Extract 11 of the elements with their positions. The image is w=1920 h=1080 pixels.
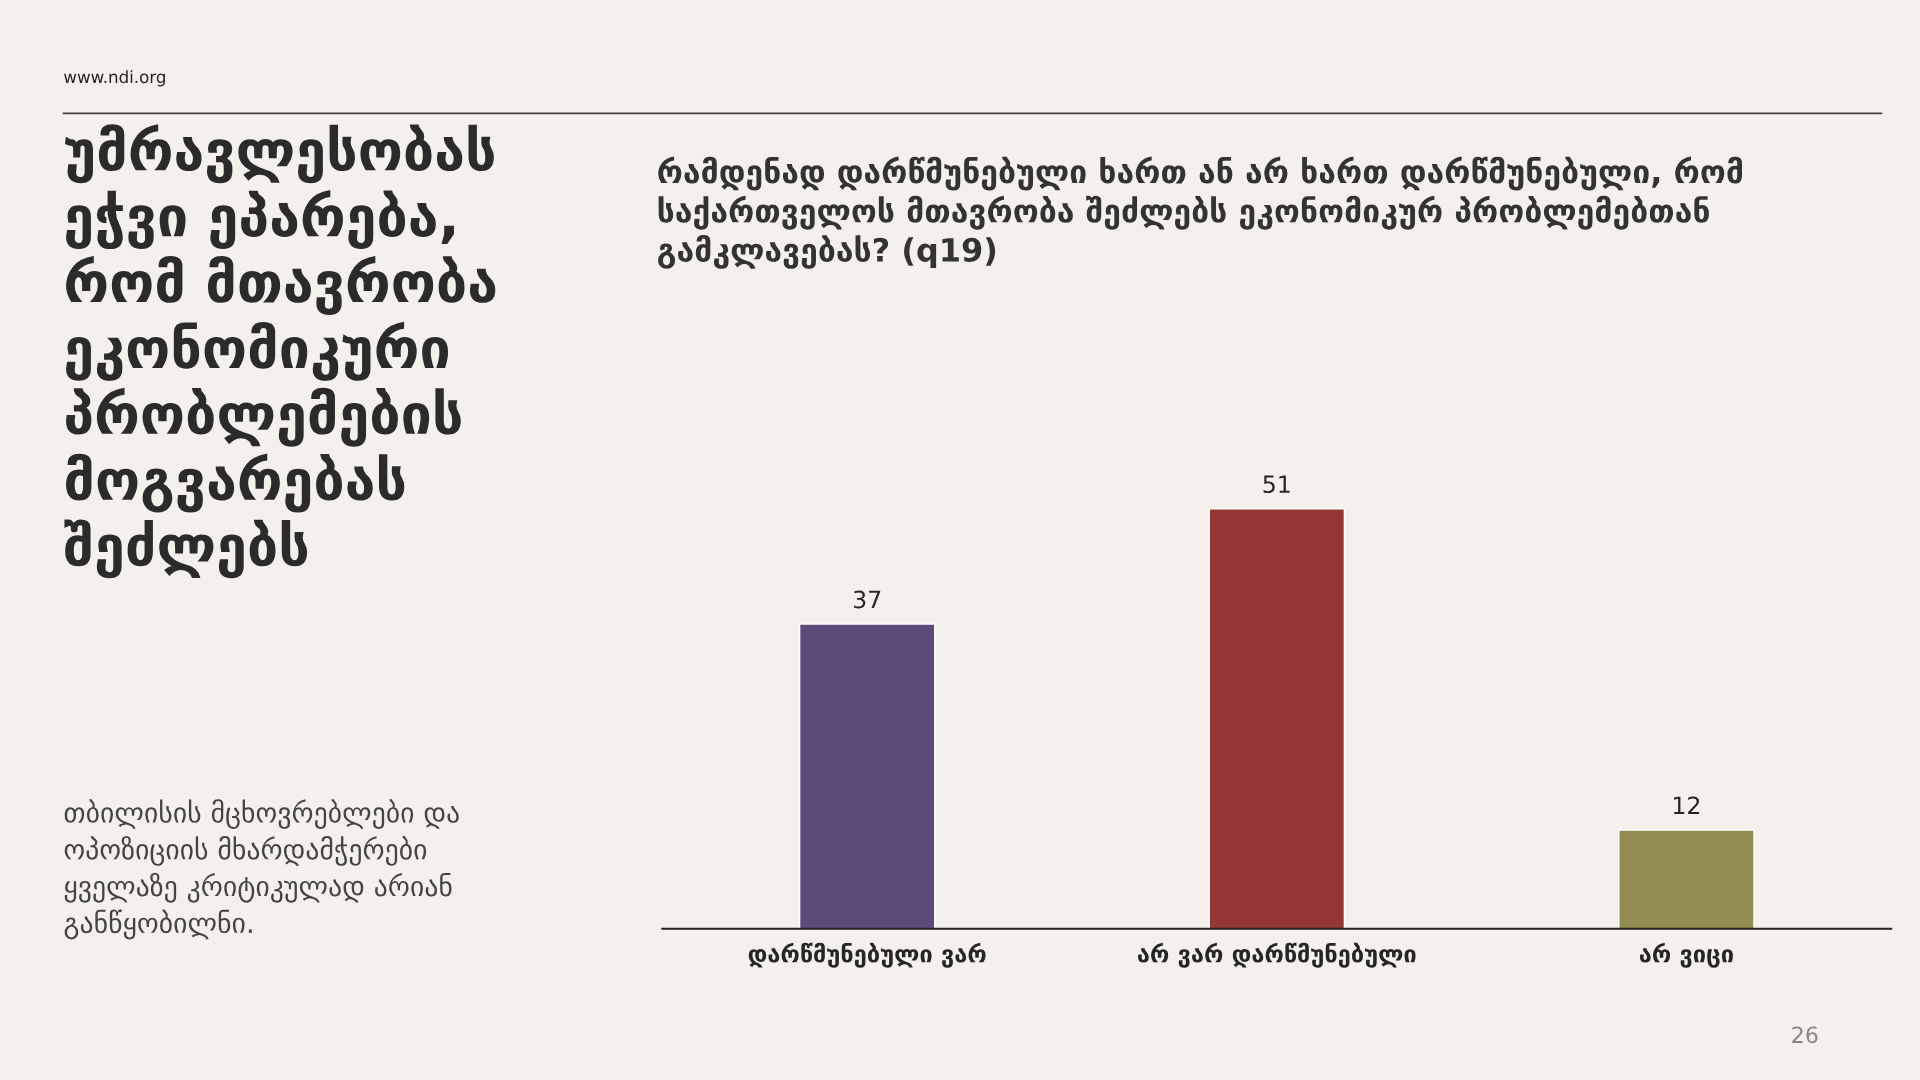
chart-title: რამდენად დარწმუნებული ხართ ან არ ხართ დარწმუნებული, რომ საქართველოს მთავრობა შეძლებს ეკონომიკურ პრობლემებთან გამკლავებას? (q19) xyxy=(658,156,1742,269)
text: თბილისის მცხოვრებლები და ოპოზიციის მხარდამჭერები ყველაზე კრიტიკულად არიან განწყობილნი. xyxy=(64,799,459,940)
text: უმრავლესობას ეჭვი ეპარება, რომ მთავრობა ეკონომიკური პრობლემების მოგვარებას შეძლებს xyxy=(64,124,496,579)
x-tick-label: არ ვიცი xyxy=(1639,942,1733,968)
x-tick-label: არ ვარ დარწმუნებული xyxy=(1138,942,1416,968)
data-label: 37 xyxy=(853,590,881,609)
data-label: 12 xyxy=(1673,796,1700,814)
data-label: 51 xyxy=(1263,475,1290,494)
x-tick-label: დარწმუნებული ვარ xyxy=(748,942,986,968)
text: www.ndi.org xyxy=(64,70,165,87)
text: 26 xyxy=(1792,1026,1818,1044)
